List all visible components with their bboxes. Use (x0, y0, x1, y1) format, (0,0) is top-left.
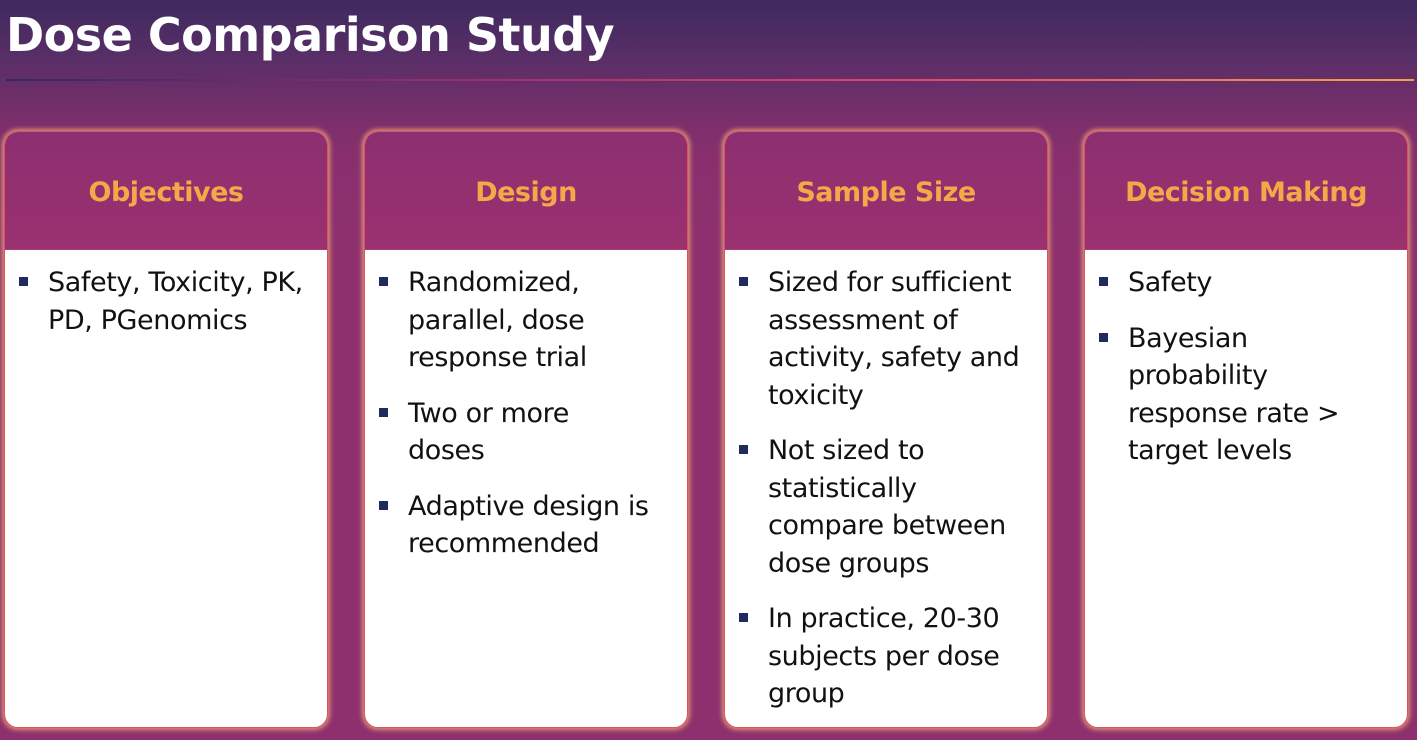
card-header: Objectives (5, 132, 327, 250)
bullet-text: Two or more doses (408, 397, 569, 467)
square-bullet-icon (379, 277, 388, 286)
bullet-text: Randomized, parallel, dose response tria… (408, 267, 587, 373)
square-bullet-icon (739, 613, 748, 622)
bullet-text: Sized for sufficient assessment of activ… (768, 267, 1020, 411)
bullet-item: Adaptive design is recommended (375, 488, 677, 563)
card-title: Design (475, 177, 577, 208)
square-bullet-icon (739, 445, 748, 454)
bullet-text: Safety (1128, 267, 1212, 298)
card-sample-size: Sample Size Sized for sufficient assessm… (724, 131, 1048, 728)
bullet-item: Bayesian probability response rate > tar… (1095, 320, 1397, 470)
card-body: Safety, Toxicity, PK, PD, PGenomics (5, 250, 327, 339)
bullet-item: Safety, Toxicity, PK, PD, PGenomics (15, 264, 317, 339)
bullet-list: Safety Bayesian probability response rat… (1095, 264, 1397, 470)
card-header: Design (365, 132, 687, 250)
bullet-text: In practice, 20-30 subjects per dose gro… (768, 603, 1000, 709)
title-divider (6, 79, 1414, 81)
bullet-item: Randomized, parallel, dose response tria… (375, 264, 677, 377)
bullet-list: Safety, Toxicity, PK, PD, PGenomics (15, 264, 317, 339)
square-bullet-icon (739, 277, 748, 286)
card-body: Safety Bayesian probability response rat… (1085, 250, 1407, 470)
bullet-list: Sized for sufficient assessment of activ… (735, 264, 1037, 713)
bullet-item: Two or more doses (375, 395, 677, 470)
card-body: Randomized, parallel, dose response tria… (365, 250, 687, 563)
bullet-item: In practice, 20-30 subjects per dose gro… (735, 600, 1037, 713)
bullet-item: Not sized to statistically compare betwe… (735, 432, 1037, 582)
card-header: Sample Size (725, 132, 1047, 250)
card-title: Decision Making (1125, 177, 1367, 208)
card-design: Design Randomized, parallel, dose respon… (364, 131, 688, 728)
card-body: Sized for sufficient assessment of activ… (725, 250, 1047, 713)
slide-title: Dose Comparison Study (6, 8, 615, 62)
bullet-list: Randomized, parallel, dose response tria… (375, 264, 677, 563)
square-bullet-icon (379, 407, 388, 417)
card-header: Decision Making (1085, 132, 1407, 250)
square-bullet-icon (379, 500, 388, 510)
bullet-text: Bayesian probability response rate > tar… (1128, 322, 1340, 467)
card-title: Sample Size (796, 177, 976, 208)
card-objectives: Objectives Safety, Toxicity, PK, PD, PGe… (4, 131, 328, 728)
bullet-item: Safety (1095, 264, 1397, 302)
card-title: Objectives (88, 177, 245, 208)
bullet-text: Not sized to statistically compare betwe… (768, 435, 1006, 579)
bullet-text: Adaptive design is recommended (408, 490, 649, 560)
square-bullet-icon (1099, 277, 1108, 286)
square-bullet-icon (19, 277, 28, 286)
bullet-item: Sized for sufficient assessment of activ… (735, 264, 1037, 414)
square-bullet-icon (1099, 332, 1108, 342)
card-decision-making: Decision Making Safety Bayesian probabil… (1084, 131, 1408, 728)
bullet-text: Safety, Toxicity, PK, PD, PGenomics (48, 267, 303, 336)
